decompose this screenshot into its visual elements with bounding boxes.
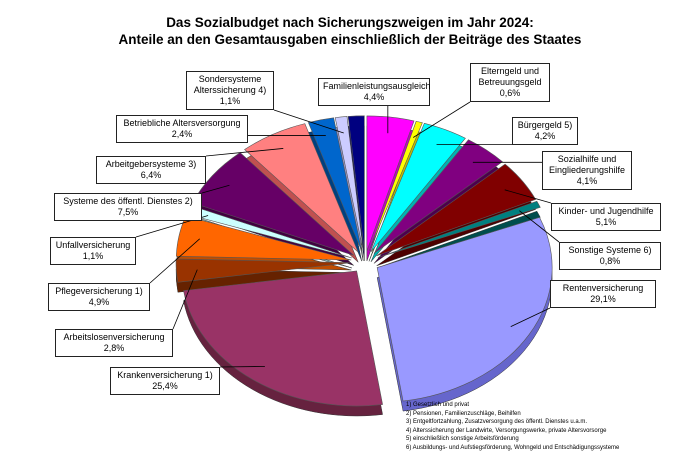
slice-label-name: Unfallversicherung: [55, 240, 131, 250]
slice-label-name: Rentenversicherung: [562, 283, 644, 293]
leader-line: [510, 307, 551, 328]
slice-label-name: Betriebliche Altersversorgung: [123, 118, 241, 128]
slice-label: Rentenversicherung 29,1%: [550, 280, 656, 308]
slice-label: Bürgergeld 5) 4,2%: [512, 117, 578, 145]
slice-label: Arbeitgebersysteme 3) 6,4%: [96, 156, 206, 184]
footnote: 5) einschließlich sonstige Arbeitsförder…: [406, 436, 519, 442]
slice-label: Unfallversicherung 1,1%: [50, 237, 136, 265]
footnote: 4) Alterssicherung der Landwirte, Versor…: [406, 427, 607, 434]
leader-line: [413, 101, 471, 138]
slice-label-value: 1,1%: [82, 251, 104, 261]
leader-line: [273, 109, 344, 134]
slice-label-value: 29,1%: [590, 294, 616, 304]
slice-label: Pflegeversicherung 1) 4,9%: [48, 283, 150, 311]
slice-label-name: Kinder- und Jugendhilfe: [558, 206, 654, 216]
slice-label-name: Pflegeversicherung 1): [55, 286, 143, 296]
pie-slice: [377, 200, 541, 258]
slice-label-name: Sonstige Systeme 6): [568, 245, 652, 255]
slice-label: Arbeitslosenversicherung 2,8%: [55, 329, 173, 357]
slice-label-value: 2,8%: [103, 343, 125, 353]
slice-label-value: 25,4%: [152, 381, 178, 391]
pie-slice: [370, 122, 466, 253]
slice-label-value: 4,1%: [576, 176, 598, 186]
leader-line: [519, 210, 560, 243]
pie-slice: [376, 163, 537, 257]
pie-slice: [307, 117, 363, 252]
slice-label-value: 2,4%: [171, 129, 193, 139]
leader-line: [219, 366, 265, 368]
footnote: 3) Entgeltfortzahlung, Zusatzversorgung …: [406, 419, 587, 425]
pie-slice: [373, 139, 503, 254]
slice-label: Sonstige Systeme 6) 0,8%: [559, 242, 661, 270]
slice-label-value: 0,8%: [599, 256, 621, 266]
pie-slice: [376, 216, 553, 402]
slice-label: Systeme des öffentl. Dienstes 2) 7,5%: [54, 193, 202, 221]
pie-slice: [175, 258, 352, 283]
pie-slice: [244, 123, 359, 253]
slice-label: Elterngeld und Betreuungsgeld 0,6%: [470, 63, 550, 102]
pie-slice: [347, 115, 365, 251]
slice-label: Betriebliche Altersversorgung 2,4%: [116, 115, 248, 143]
slice-label-name: Betreuungsgeld: [478, 77, 542, 87]
leader-line: [504, 189, 552, 204]
footnote: 6) Ausbildungs- und Aufstiegsförderung, …: [406, 444, 620, 451]
leader-line: [149, 238, 200, 284]
footnotes: 1) Gesetzlich und privat 2) Pensionen, F…: [406, 401, 619, 452]
footnote: 1) Gesetzlich und privat: [406, 402, 470, 408]
slice-label: Sozialhilfe und Eingliederungshilfe 4,1%: [542, 151, 632, 190]
slice-label: Kinder- und Jugendhilfe 5,1%: [551, 203, 661, 231]
pie-top-layer: [175, 115, 553, 407]
pie-slice: [368, 120, 423, 252]
slice-label-value: 6,4%: [140, 170, 162, 180]
slice-label: Familienleistungsausgleich 4,4%: [318, 78, 431, 106]
slice-label-value: 4,4%: [363, 92, 385, 102]
slice-label: Sondersysteme Alterssicherung 4) 1,1%: [186, 71, 274, 110]
slice-label-name: Sozialhilfe und: [557, 154, 617, 164]
pie-slice: [334, 116, 364, 251]
footnote: 2) Pensionen, Familienzuschläge, Beihilf…: [406, 410, 521, 417]
slice-label: Krankenversicherung 1) 25,4%: [110, 367, 220, 395]
pie-slice-side: [377, 210, 541, 268]
slice-label-value: 4,2%: [534, 131, 556, 141]
leader-line: [205, 148, 284, 157]
slice-label-name: Elterngeld und: [480, 66, 540, 76]
slice-label-name: Arbeitgebersysteme 3): [105, 159, 197, 169]
slice-label-name: Sondersysteme: [198, 74, 262, 84]
slice-label-value: 7,5%: [117, 207, 139, 217]
slice-label-value: 0,6%: [499, 88, 521, 98]
slice-label-value: 1,1%: [219, 96, 241, 106]
slice-label-name: Bürgergeld 5): [517, 120, 573, 130]
slice-label-value: 4,9%: [88, 297, 110, 307]
slice-label-name: Eingliederungshilfe: [548, 165, 626, 175]
chart-title: Das Sozialbudget nach Sicherungszweigen …: [0, 14, 700, 48]
slice-label-name: Alterssicherung 4): [193, 85, 267, 95]
slice-label-name: Systeme des öffentl. Dienstes 2): [63, 196, 193, 206]
leader-line: [201, 184, 230, 194]
leader-line: [172, 269, 198, 330]
slice-label-name: Familienleistungsausgleich: [323, 81, 431, 91]
chart-title-line-2: Anteile an den Gesamtausgaben einschließ…: [118, 32, 582, 47]
slice-label-name: Krankenversicherung 1): [117, 370, 213, 380]
slice-label-value: 5,1%: [595, 217, 617, 227]
slice-label-name: Arbeitslosenversicherung: [63, 332, 165, 342]
pie-slice: [183, 270, 383, 407]
pie-slice: [366, 115, 415, 252]
chart-title-line-1: Das Sozialbudget nach Sicherungszweigen …: [166, 15, 534, 30]
